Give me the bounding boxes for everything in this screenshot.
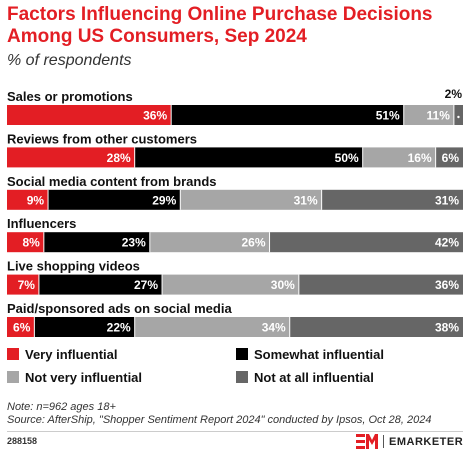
bar-reviews-from-other-customers-not-very-influential (362, 147, 436, 168)
data-label-reviews-from-other-customers-very-influential: 28% (107, 151, 131, 165)
chart-id: 288158 (7, 436, 38, 446)
data-label-live-shopping-videos-somewhat-influential: 27% (134, 278, 158, 292)
bar-sales-or-promotions-not-very-influential (403, 105, 454, 125)
data-label-live-shopping-videos-not-very-influential: 30% (271, 278, 295, 292)
small-value-marker (457, 115, 460, 119)
data-label-sales-or-promotions-very-influential: 36% (143, 109, 167, 123)
category-label-reviews-from-other-customers: Reviews from other customers (7, 131, 197, 146)
bar-live-shopping-videos-somewhat-influential (38, 274, 163, 295)
category-label-sales-or-promotions: Sales or promotions (7, 89, 133, 104)
data-label-influencers-somewhat-influential: 23% (122, 236, 146, 250)
bar-reviews-from-other-customers-somewhat-influential (134, 147, 363, 168)
data-label-social-media-content-from-brands-not-very-influential: 31% (294, 193, 318, 207)
bar-influencers-not-at-all-influential (269, 232, 463, 253)
legend-swatch-not-very-influential (7, 371, 19, 383)
bar-live-shopping-videos-very-influential (7, 274, 39, 295)
legend-label-not-very-influential: Not very influential (25, 370, 142, 385)
data-label-live-shopping-videos-very-influential: 7% (18, 278, 36, 292)
data-label-influencers-very-influential: 8% (23, 236, 41, 250)
bar-social-media-content-from-brands-not-at-all-influential (321, 189, 463, 210)
bar-sales-or-promotions-somewhat-influential (171, 105, 404, 125)
footer-divider (7, 431, 463, 432)
brand: EMARKETER (356, 433, 463, 450)
legend-label-very-influential: Very influential (25, 347, 117, 362)
bar-live-shopping-videos-not-very-influential (162, 274, 299, 295)
data-label-paid-sponsored-ads-on-social-media-somewhat-influential: 22% (107, 321, 131, 335)
chart-subtitle: % of respondents (7, 52, 132, 69)
category-label-social-media-content-from-brands: Social media content from brands (7, 174, 217, 189)
category-label-live-shopping-videos: Live shopping videos (7, 259, 140, 274)
legend-label-not-at-all-influential: Not at all influential (254, 370, 374, 385)
data-label-reviews-from-other-customers-somewhat-influential: 50% (335, 151, 359, 165)
legend-swatch-somewhat-influential (236, 348, 248, 360)
data-label-social-media-content-from-brands-not-at-all-influential: 31% (435, 193, 459, 207)
data-label-live-shopping-videos-not-at-all-influential: 36% (435, 278, 459, 292)
bar-social-media-content-from-brands-not-very-influential (180, 189, 322, 210)
data-label-influencers-not-at-all-influential: 42% (435, 236, 459, 250)
brand-separator (383, 435, 384, 448)
bar-influencers-not-very-influential (149, 232, 270, 253)
data-label-social-media-content-from-brands-somewhat-influential: 29% (152, 193, 176, 207)
bar-paid-sponsored-ads-on-social-media-very-influential (7, 317, 35, 337)
data-label-paid-sponsored-ads-on-social-media-not-at-all-influential: 38% (435, 321, 459, 335)
emarketer-logo-icon (356, 434, 378, 449)
footer-notes: Note: n=962 ages 18+ Source: AfterShip, … (7, 401, 431, 427)
data-label-sales-or-promotions-not-very-influential: 11% (427, 109, 451, 123)
data-label-paid-sponsored-ads-on-social-media-not-very-influential: 34% (262, 321, 286, 335)
data-label-reviews-from-other-customers-not-very-influential: 16% (408, 151, 432, 165)
bar-social-media-content-from-brands-very-influential (7, 189, 49, 210)
bar-sales-or-promotions-not-at-all-influential (453, 105, 463, 125)
sample-note: Note: n=962 ages 18+ (7, 401, 116, 413)
bar-social-media-content-from-brands-somewhat-influential (48, 189, 181, 210)
source-note: Source: AfterShip, "Shopper Sentiment Re… (7, 414, 432, 426)
bar-reviews-from-other-customers-not-at-all-influential (435, 147, 463, 168)
legend-swatch-very-influential (7, 348, 19, 360)
data-label-sales-or-promotions-not-at-all-influential: 2% (445, 87, 463, 101)
data-label-influencers-not-very-influential: 26% (242, 236, 266, 250)
bar-reviews-from-other-customers-very-influential (7, 147, 135, 168)
category-label-influencers: Influencers (7, 216, 76, 231)
bar-paid-sponsored-ads-on-social-media-somewhat-influential (34, 317, 135, 337)
data-label-social-media-content-from-brands-very-influential: 9% (27, 193, 45, 207)
bar-influencers-somewhat-influential (43, 232, 150, 253)
data-label-reviews-from-other-customers-not-at-all-influential: 6% (442, 151, 460, 165)
bar-paid-sponsored-ads-on-social-media-not-very-influential (134, 317, 290, 337)
legend-swatch-not-at-all-influential (236, 371, 248, 383)
brand-name: EMARKETER (389, 435, 464, 448)
bar-live-shopping-videos-not-at-all-influential (298, 274, 463, 295)
data-label-paid-sponsored-ads-on-social-media-very-influential: 6% (13, 321, 31, 335)
category-label-paid-sponsored-ads-on-social-media: Paid/sponsored ads on social media (7, 301, 232, 316)
data-label-sales-or-promotions-somewhat-influential: 51% (376, 109, 400, 123)
stacked-bar-chart: Sales or promotions 36% 51% 11% 2% Reviews fr… (7, 87, 463, 385)
bar-sales-or-promotions-very-influential (7, 105, 172, 125)
bar-influencers-very-influential (7, 232, 44, 253)
chart-title: Factors Influencing Online Purchase Deci… (7, 4, 433, 47)
bar-paid-sponsored-ads-on-social-media-not-at-all-influential (289, 317, 463, 337)
legend-label-somewhat-influential: Somewhat influential (254, 347, 384, 362)
